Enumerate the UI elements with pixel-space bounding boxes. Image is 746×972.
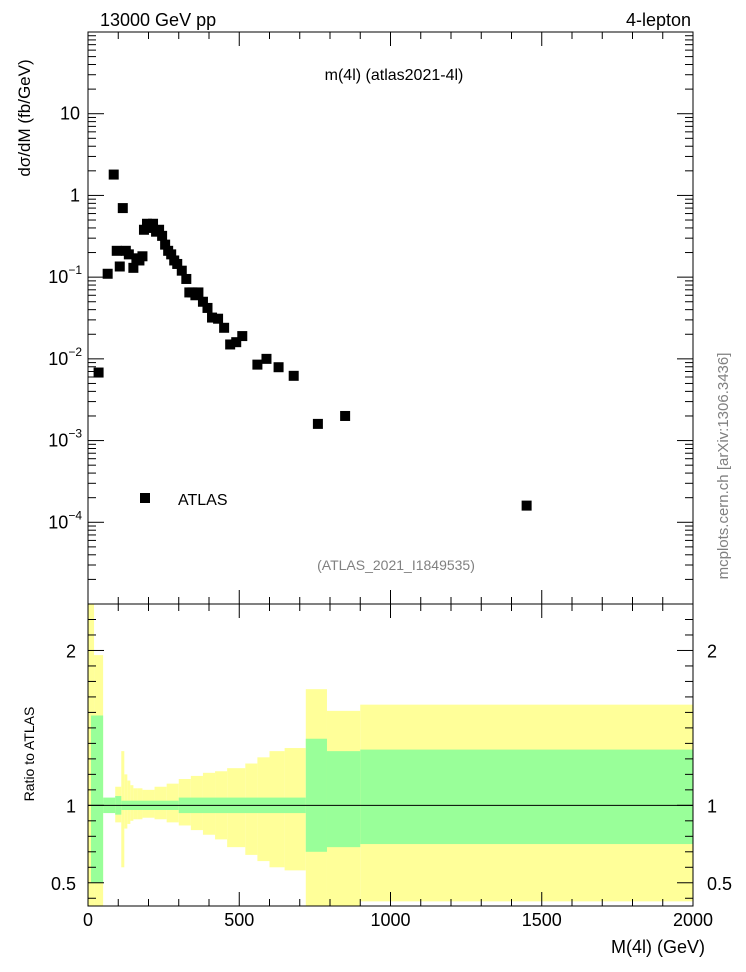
data-point xyxy=(172,258,183,269)
side-credit: mcplots.cern.ch [arXiv:1306.3436] xyxy=(715,353,732,580)
bottom-panel: 0.5 0.5 1 1 2 2 0 500 1000 1500 2000 Ratio to ATL… xyxy=(21,603,732,957)
top-y-tick-label: 10−3 xyxy=(48,427,82,451)
data-point xyxy=(231,337,242,348)
bottom-y-tick-label-left: 1 xyxy=(66,796,76,816)
data-point xyxy=(252,359,263,370)
legend-label: ATLAS xyxy=(178,492,228,509)
plot-title: m(4l) (atlas2021-4l) xyxy=(325,67,464,84)
data-point xyxy=(207,312,218,323)
data-point xyxy=(213,313,224,324)
top-y-tick-label: 10−1 xyxy=(48,263,82,287)
data-point xyxy=(157,230,168,241)
top-y-axis-label: dσ/dM (fb/GeV) xyxy=(15,59,34,176)
x-tick-label: 1000 xyxy=(370,910,410,930)
data-point xyxy=(128,262,139,273)
data-point xyxy=(154,224,165,235)
data-point xyxy=(176,265,187,276)
legend-marker xyxy=(140,493,150,503)
data-point xyxy=(123,249,134,260)
x-tick-label: 1500 xyxy=(522,910,562,930)
x-axis-label: M(4l) (GeV) xyxy=(611,937,705,957)
data-point xyxy=(197,296,208,307)
data-point xyxy=(117,203,128,214)
top-y-tick-label: 10−4 xyxy=(48,508,82,532)
data-point xyxy=(202,302,213,313)
top-y-tick-label: 10 xyxy=(60,104,80,124)
process-label: 4-lepton xyxy=(626,10,691,30)
top-panel-frame xyxy=(87,31,694,605)
data-point xyxy=(288,370,299,381)
bottom-y-tick-label-right: 1 xyxy=(707,796,717,816)
bottom-y-tick-label-right: 0.5 xyxy=(707,874,732,894)
inner-band-bin xyxy=(326,751,361,848)
data-point xyxy=(181,273,192,284)
bottom-y-tick-label-left: 0.5 xyxy=(51,874,76,894)
data-point xyxy=(102,268,113,279)
data-point xyxy=(225,339,236,350)
data-point xyxy=(166,249,177,260)
data-point xyxy=(193,287,204,298)
inner-band-bin xyxy=(360,749,693,845)
energy-label: 13000 GeV pp xyxy=(100,10,216,30)
data-point xyxy=(114,261,125,272)
data-point xyxy=(93,367,104,378)
data-point xyxy=(148,218,159,229)
data-point xyxy=(138,224,149,235)
data-point xyxy=(273,362,284,373)
data-point xyxy=(108,169,119,180)
x-tick-label: 500 xyxy=(224,910,254,930)
data-point xyxy=(312,418,323,429)
inner-band-bin xyxy=(305,738,327,852)
top-y-tick-label: 10−2 xyxy=(48,345,82,369)
bottom-y-axis-label: Ratio to ATLAS xyxy=(21,707,37,802)
top-panel: m(4l) (atlas2021-4l) (ATLAS_2021_I184953… xyxy=(15,31,694,605)
data-point xyxy=(261,353,272,364)
bottom-y-tick-label-left: 2 xyxy=(66,641,76,661)
x-tick-label: 2000 xyxy=(673,910,713,930)
bottom-y-tick-label-right: 2 xyxy=(707,641,717,661)
data-point xyxy=(160,239,171,250)
x-tick-label: 0 xyxy=(83,910,93,930)
data-point xyxy=(111,245,122,256)
analysis-id: (ATLAS_2021_I1849535) xyxy=(317,557,475,573)
inner-band-bin xyxy=(91,715,104,883)
top-y-tick-label: 1 xyxy=(70,185,80,205)
data-point xyxy=(521,500,532,511)
data-point xyxy=(237,331,248,342)
data-point xyxy=(137,251,148,262)
data-point xyxy=(340,410,351,421)
data-point xyxy=(219,322,230,333)
